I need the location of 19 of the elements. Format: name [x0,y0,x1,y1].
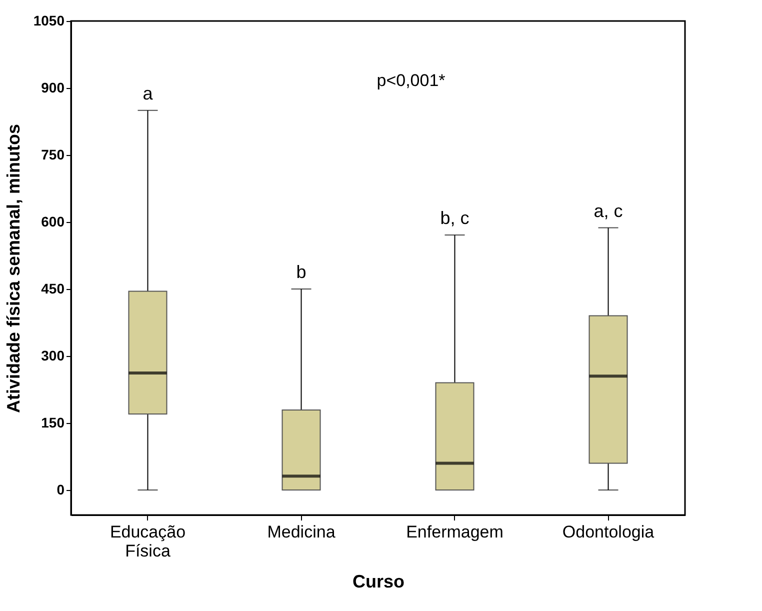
x-tick-label: Educação Física [110,522,186,560]
y-axis-title: Atividade física semanal, minutos [3,124,24,414]
y-tick-label: 600 [41,213,65,230]
annotation: a, c [594,200,623,221]
annotation: b [296,262,306,282]
y-tick-label: 300 [41,347,65,364]
y-tick-label: 900 [41,80,65,96]
y-tick-label: 0 [56,481,65,498]
annotation: b, c [440,208,470,228]
x-axis-title: Curso [352,572,405,592]
y-tick-label: 1050 [33,12,65,28]
annotation: a [142,83,154,104]
x-tick-label: Enfermagem [406,522,504,542]
x-tick-label: Medicina [267,522,336,542]
x-tick-label: Odontologia [562,522,655,542]
y-tick-label: 750 [41,146,65,162]
annotation: p<0,001* [376,71,446,90]
y-tick-label: 150 [41,414,65,430]
y-tick-label: 450 [41,280,65,296]
